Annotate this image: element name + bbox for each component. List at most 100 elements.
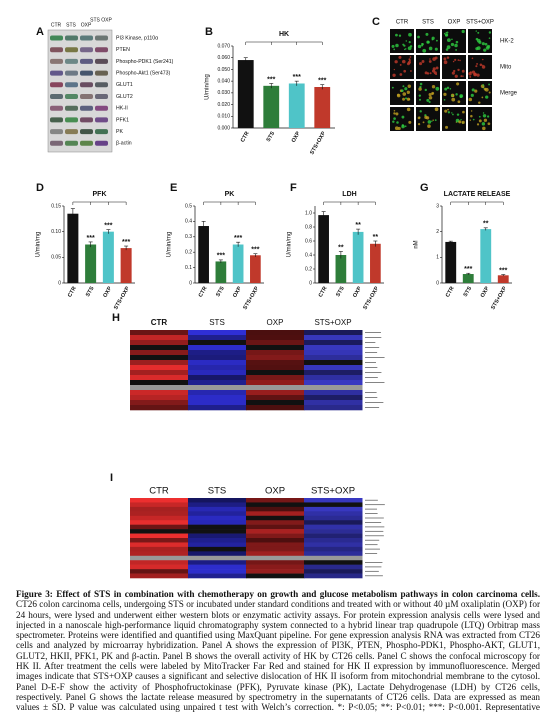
cell-dot	[469, 71, 472, 74]
cell-dot	[394, 126, 399, 131]
cell-dot	[422, 48, 427, 53]
micrograph-cell	[390, 81, 414, 105]
heatmap-cell	[130, 390, 189, 396]
bar	[67, 213, 79, 283]
gene-tick	[365, 397, 378, 398]
blot-band	[65, 140, 78, 146]
blot-band	[50, 58, 63, 64]
heatmap-cell	[304, 400, 363, 406]
cell-dot	[434, 47, 438, 51]
cell-dot	[404, 87, 408, 91]
cell-dot	[405, 97, 408, 100]
protein-label: PK	[116, 129, 123, 135]
bar	[198, 226, 209, 283]
heatmap-cell	[304, 529, 363, 534]
heatmap-cell	[130, 400, 189, 406]
cell-dot	[468, 97, 473, 102]
cell-dot	[479, 63, 483, 67]
cell-dot	[462, 110, 465, 114]
heatmap-cell	[188, 569, 247, 574]
heatmap-cell	[304, 515, 363, 521]
cell-dot	[478, 115, 481, 118]
cell-dot	[457, 68, 460, 72]
cell-dot	[470, 93, 474, 97]
cell-dot	[488, 37, 491, 39]
heatmap-cell	[130, 551, 189, 557]
gene-tick	[365, 553, 378, 554]
heatmap-cell	[188, 551, 247, 557]
heatmap-cell	[246, 560, 305, 565]
gene-tick	[365, 352, 378, 353]
cell-dot	[444, 109, 448, 113]
heatmap-cell	[246, 355, 305, 361]
column-label: CTR	[149, 486, 169, 497]
bar	[497, 275, 509, 283]
heatmap-cell	[130, 564, 189, 570]
protein-label: GLUT1	[116, 82, 133, 88]
blot-band	[50, 35, 63, 41]
cell-dot	[470, 110, 473, 112]
cell-dot	[395, 43, 399, 48]
cell-dot	[398, 55, 402, 59]
heatmap-cell	[188, 515, 247, 521]
chart-title: LACTATE RELEASE	[444, 191, 511, 198]
cell-dot	[408, 98, 411, 101]
heatmap-cell	[130, 380, 189, 386]
heatmap-cell	[246, 573, 305, 579]
heatmap-cell	[304, 542, 363, 548]
heatmap-cell	[246, 538, 305, 543]
heatmap-cell	[304, 395, 363, 401]
cell-dot	[446, 31, 449, 34]
cell-dot	[399, 63, 402, 66]
blot-band	[80, 70, 93, 76]
significance: ***	[217, 253, 225, 260]
y-tick-label: 0.05	[51, 255, 61, 261]
heatmap-cell	[188, 560, 247, 565]
heatmap-cell	[188, 350, 247, 356]
cell-dot	[473, 72, 477, 77]
bar	[250, 255, 261, 283]
heatmap-cell	[304, 375, 363, 381]
heatmap-cell	[304, 560, 363, 565]
bar	[445, 241, 457, 283]
y-tick-label: 0	[309, 280, 312, 286]
cell-dot	[454, 43, 458, 48]
cell-dot	[446, 45, 451, 50]
cell-dot	[427, 120, 432, 124]
cell-dot	[417, 116, 421, 120]
bar	[335, 255, 347, 283]
heatmap-cell	[130, 573, 189, 579]
x-tick-label: CTR	[445, 286, 456, 299]
cell-dot	[429, 72, 432, 75]
x-tick-label: OXP	[102, 285, 113, 298]
protein-label: HK-II	[116, 106, 128, 112]
heatmap-cell	[130, 538, 189, 543]
heatmap-cell	[246, 520, 305, 525]
cell-dot	[476, 123, 480, 126]
blot-band	[65, 58, 78, 64]
heatmap-cell	[304, 498, 363, 503]
protein-label: PI3 Kinase, p110α	[116, 35, 158, 41]
blot-band	[80, 105, 93, 111]
heatmap-cell	[130, 506, 189, 512]
cell-dot	[447, 108, 449, 111]
cell-dot	[431, 91, 435, 95]
significance: ***	[251, 247, 259, 254]
gene-tick	[365, 392, 377, 393]
y-axis-label: U/min/mg	[205, 74, 211, 100]
bar	[237, 60, 254, 128]
heatmap-cell	[304, 365, 363, 371]
y-axis-label: U/min/mg	[287, 232, 293, 258]
cell-dot	[424, 115, 428, 120]
blot-band	[95, 58, 108, 64]
y-tick-label: 1.0	[305, 210, 312, 216]
cell-dot	[395, 112, 399, 116]
cell-dot	[391, 86, 394, 89]
x-tick-label: CTR	[240, 131, 251, 144]
significance: **	[483, 221, 489, 228]
blot-band	[65, 70, 78, 76]
heatmap-cell	[130, 340, 189, 346]
significance: ***	[104, 222, 112, 229]
gene-tick	[365, 530, 384, 532]
cell-dot	[401, 89, 404, 92]
